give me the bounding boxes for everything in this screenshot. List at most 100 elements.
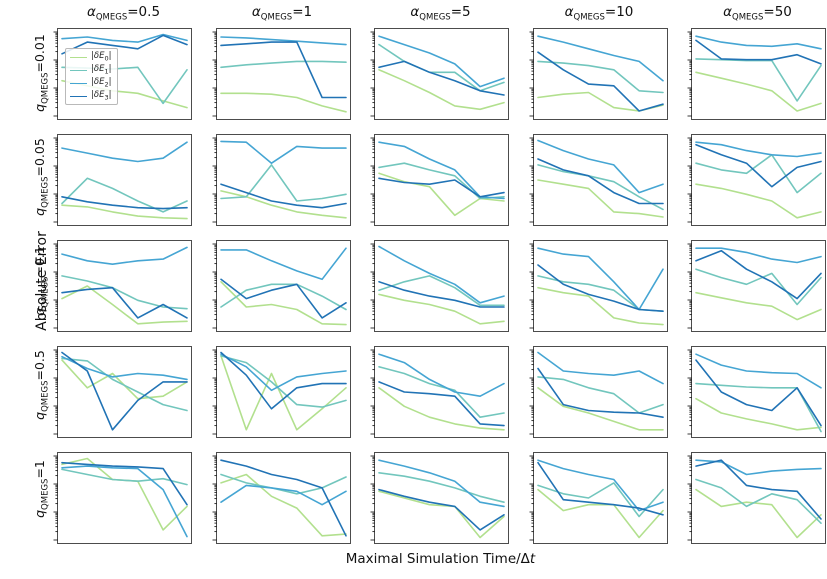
y-axis-minor-ticks: [529, 349, 534, 435]
line-E0: [536, 488, 664, 539]
col-title-0: αQMEGS=0.5: [86, 3, 161, 23]
line-E0: [378, 68, 505, 111]
plot-area: [61, 457, 188, 538]
subplot-q0.05-a5: [370, 134, 509, 226]
plot-area: [536, 247, 664, 326]
y-axis-minor-ticks: [53, 243, 58, 329]
subplot-q1-a10: [529, 452, 668, 544]
plot-area: [378, 141, 505, 217]
subplot-q0.01-a0.5: |δE0| |δE1| |δE2| |δE3|: [53, 28, 192, 120]
plot-area: [695, 353, 822, 433]
line-E0: [378, 386, 505, 431]
legend-line-sample: [70, 56, 87, 58]
plot-area: [378, 35, 505, 111]
line-E3: [695, 39, 822, 65]
line-E2: [219, 36, 347, 46]
line-E3: [61, 351, 188, 431]
subplot-q0.5-a5: [370, 346, 509, 438]
plot-area: [219, 140, 347, 219]
plot-area: [695, 459, 822, 539]
plot-area: [61, 351, 188, 431]
subplot-q0.01-a10: [529, 28, 668, 120]
col-title-4: αQMEGS=50: [723, 3, 792, 23]
subplot-q0.1-a10: [529, 240, 668, 332]
line-E1: [536, 376, 664, 414]
plot-area: [219, 247, 347, 326]
line-E3: [695, 143, 822, 188]
line-E1: [695, 268, 822, 306]
line-E0: [219, 92, 347, 113]
subplot-q0.1-a0.5: [53, 240, 192, 332]
col-title-2: αQMEGS=5: [410, 3, 471, 23]
y-axis-minor-ticks: [529, 137, 534, 223]
line-E1: [695, 58, 822, 102]
plot-area: [536, 35, 664, 112]
col-title-1: αQMEGS=1: [251, 3, 313, 23]
line-E2: [61, 246, 188, 266]
y-axis-minor-ticks: [529, 455, 534, 541]
line-E2: [61, 141, 188, 163]
line-E2: [61, 33, 188, 43]
line-E3: [61, 286, 188, 319]
line-E2: [378, 353, 505, 398]
subplot-grid: |δE0| |δE1| |δE2| |δE3|: [53, 28, 826, 544]
plot-area: [219, 351, 347, 431]
legend-entry-2: |δE2|: [70, 77, 111, 89]
legend-entry-3: |δE3|: [70, 90, 111, 102]
line-E3: [378, 488, 505, 531]
line-E0: [536, 386, 664, 431]
line-E0: [536, 179, 664, 218]
line-E0: [695, 183, 822, 219]
line-E2: [695, 141, 822, 158]
y-axis-minor-ticks: [687, 137, 692, 223]
line-E2: [219, 247, 347, 281]
line-E2: [378, 35, 505, 88]
y-axis-minor-ticks: [687, 455, 692, 541]
line-E0: [378, 293, 505, 325]
line-E0: [61, 204, 188, 220]
line-E2: [219, 484, 347, 506]
line-E3: [536, 367, 664, 418]
line-E2: [695, 247, 822, 264]
line-E0: [219, 280, 347, 326]
line-E3: [61, 195, 188, 210]
plot-area: [536, 459, 664, 539]
line-E3: [378, 381, 505, 427]
y-axis-minor-ticks: [370, 455, 375, 541]
line-E0: [536, 286, 664, 326]
legend-label: |δE3|: [91, 90, 112, 103]
y-axis-minor-ticks: [53, 137, 58, 223]
subplot-q0.5-a0.5: [53, 346, 192, 438]
line-E1: [536, 60, 664, 94]
plot-area: [219, 36, 347, 113]
line-E3: [219, 351, 347, 410]
line-E3: [378, 177, 505, 198]
plot-area: [695, 141, 822, 219]
subplot-q0.5-a10: [529, 346, 668, 438]
line-E1: [219, 355, 347, 408]
y-axis-minor-ticks: [212, 349, 217, 435]
x-axis-label: Maximal Simulation Time/Δt: [345, 551, 536, 567]
line-E3: [219, 459, 347, 537]
row-labels: qQMEGS=0.01 qQMEGS=0.05 qQMEGS=0.1 qQMEGS=0…: [2, 28, 51, 534]
line-E0: [695, 71, 822, 112]
line-E1: [219, 283, 347, 311]
line-E0: [61, 457, 188, 531]
legend-label: |δE1|: [91, 64, 112, 77]
plot-area: [61, 246, 188, 325]
y-axis-minor-ticks: [687, 31, 692, 117]
plot-area: [61, 141, 188, 220]
y-axis-minor-ticks: [687, 243, 692, 329]
y-axis-minor-ticks: [370, 349, 375, 435]
line-E3: [219, 41, 347, 99]
line-E1: [536, 164, 664, 211]
line-E0: [695, 397, 822, 431]
subplot-q0.01-a5: [370, 28, 509, 120]
col-title-3: αQMEGS=10: [564, 3, 634, 23]
y-axis-minor-ticks: [212, 243, 217, 329]
subplot-q1-a0.5: [53, 452, 192, 544]
subplot-q0.01-a1: [212, 28, 351, 120]
line-E2: [536, 139, 664, 194]
line-E2: [219, 353, 347, 392]
